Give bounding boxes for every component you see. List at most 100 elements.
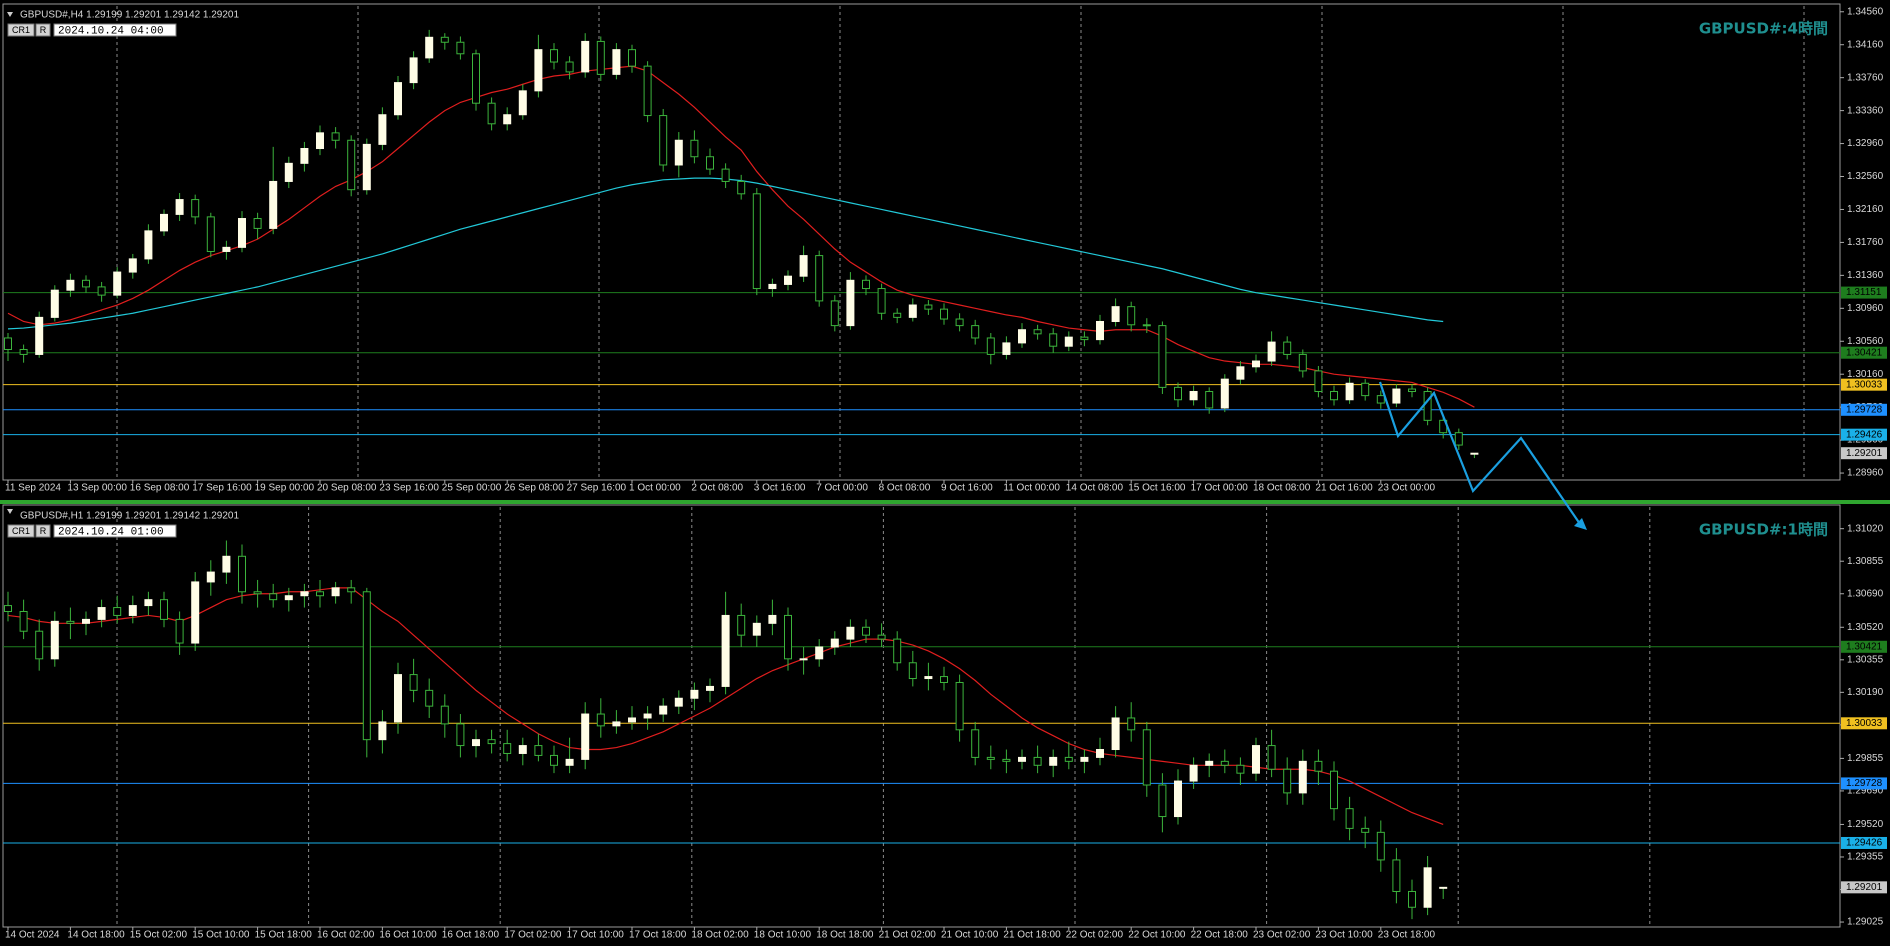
candle-body bbox=[1111, 306, 1120, 322]
candle-body bbox=[1267, 745, 1276, 770]
candle-body bbox=[768, 614, 777, 624]
candle-body bbox=[1096, 320, 1104, 341]
time-box bbox=[53, 524, 177, 538]
candle-body bbox=[581, 713, 590, 760]
collapse-arrow bbox=[7, 12, 13, 17]
y-tick-label: 1.30520 bbox=[1847, 622, 1884, 633]
y-tick-label: 1.28960 bbox=[1847, 468, 1884, 479]
candle-body bbox=[877, 634, 886, 640]
candle-body bbox=[1283, 341, 1292, 355]
candle-body bbox=[1142, 729, 1151, 786]
candle-body bbox=[456, 41, 465, 55]
candle-body bbox=[378, 114, 387, 145]
candle-body bbox=[518, 90, 527, 116]
last-price-label: 1.29201 bbox=[1846, 882, 1883, 893]
chart-layer: 1.34560 1.34160 1.33760 1.33360 1.32960 1.325… bbox=[2, 3, 1887, 941]
x-tick-label: 15 Oct 02:00 bbox=[130, 930, 188, 941]
candle-body bbox=[1096, 749, 1104, 758]
candle-body bbox=[908, 662, 917, 680]
candle-body bbox=[1205, 760, 1214, 766]
candle-body bbox=[908, 304, 917, 318]
x-tick-label: 18 Oct 10:00 bbox=[754, 930, 812, 941]
candle-body bbox=[1049, 756, 1058, 766]
candle-body bbox=[1236, 366, 1245, 380]
candle-body bbox=[128, 258, 137, 273]
y-tick-label: 1.30960 bbox=[1847, 303, 1884, 314]
candle-body bbox=[924, 676, 933, 680]
candle-body bbox=[643, 713, 652, 719]
candle-body bbox=[799, 658, 808, 661]
candle-body bbox=[752, 622, 761, 636]
candle-body bbox=[1408, 388, 1416, 393]
x-tick-label: 18 Oct 18:00 bbox=[816, 930, 874, 941]
candle-body bbox=[550, 49, 558, 63]
time-label: 2024.10.24 04:00 bbox=[58, 25, 164, 37]
candle-body bbox=[1330, 391, 1338, 401]
candle-body bbox=[1423, 867, 1432, 908]
x-tick-label: 17 Oct 02:00 bbox=[504, 930, 562, 941]
candle-body bbox=[394, 674, 402, 723]
x-tick-label: 3 Oct 16:00 bbox=[754, 483, 806, 494]
chart-title: GBPUSD#:1時間 bbox=[1699, 521, 1828, 539]
forecast-zigzag bbox=[1378, 381, 1581, 525]
toolbar-button bbox=[35, 23, 51, 37]
x-tick-label: 1 Oct 00:00 bbox=[629, 483, 681, 494]
candle-body bbox=[1392, 388, 1401, 404]
candle-body bbox=[1033, 756, 1042, 766]
level-label: 1.30033 bbox=[1846, 718, 1883, 729]
candle-body bbox=[487, 739, 496, 745]
candle-body bbox=[1361, 382, 1370, 397]
candle-body bbox=[409, 674, 418, 691]
candle-body bbox=[659, 115, 668, 166]
candle-body bbox=[784, 614, 792, 660]
candle-body bbox=[986, 337, 995, 355]
candle-body bbox=[1423, 391, 1432, 421]
y-tick-label: 1.34160 bbox=[1847, 39, 1884, 50]
collapse-arrow bbox=[7, 509, 13, 514]
candle-body bbox=[347, 139, 356, 191]
candle-body bbox=[503, 114, 512, 125]
x-tick-label: 21 Oct 10:00 bbox=[941, 930, 999, 941]
x-tick-label: 23 Sep 16:00 bbox=[379, 483, 439, 494]
x-tick-label: 8 Oct 08:00 bbox=[879, 483, 931, 494]
candle-body bbox=[1439, 886, 1448, 889]
candle-body bbox=[1111, 717, 1120, 751]
candle-body bbox=[160, 213, 168, 232]
x-tick-label: 16 Oct 18:00 bbox=[442, 930, 500, 941]
candle-body bbox=[612, 49, 621, 75]
candle-body bbox=[113, 607, 122, 616]
candle-body bbox=[768, 283, 777, 290]
x-tick-label: 14 Oct 18:00 bbox=[67, 930, 125, 941]
candle-body bbox=[1220, 760, 1229, 766]
candle-body bbox=[409, 57, 418, 84]
x-tick-label: 11 Oct 00:00 bbox=[1003, 483, 1060, 494]
candle-body bbox=[1158, 325, 1167, 388]
candle-body bbox=[19, 348, 28, 355]
level-label: 1.31151 bbox=[1846, 287, 1882, 298]
candle-body bbox=[35, 316, 44, 355]
candle-body bbox=[940, 308, 948, 320]
candle-body bbox=[674, 139, 683, 166]
y-tick-label: 1.30690 bbox=[1847, 588, 1884, 599]
candle-body bbox=[66, 279, 75, 291]
candle-body bbox=[378, 721, 387, 741]
candle-body bbox=[253, 218, 262, 229]
candle-body bbox=[82, 618, 90, 624]
candle-body bbox=[1470, 452, 1479, 455]
candle-body bbox=[472, 739, 480, 747]
x-tick-label: 26 Sep 08:00 bbox=[504, 483, 564, 494]
candle-body bbox=[971, 729, 980, 758]
candle-body bbox=[1033, 329, 1042, 335]
x-tick-label: 2 Oct 08:00 bbox=[691, 483, 743, 494]
candle-body bbox=[1408, 890, 1416, 908]
level-label: 1.29728 bbox=[1846, 778, 1883, 789]
candle-body bbox=[893, 312, 902, 318]
x-tick-label: 15 Oct 16:00 bbox=[1128, 483, 1186, 494]
candle-body bbox=[1174, 780, 1182, 818]
candle-body bbox=[1049, 333, 1058, 347]
y-tick-label: 1.32960 bbox=[1847, 138, 1884, 149]
level-tag bbox=[1841, 836, 1887, 849]
y-tick-label: 1.29690 bbox=[1847, 786, 1884, 797]
x-tick-label: 23 Oct 10:00 bbox=[1315, 930, 1373, 941]
x-tick-label: 17 Oct 10:00 bbox=[567, 930, 625, 941]
